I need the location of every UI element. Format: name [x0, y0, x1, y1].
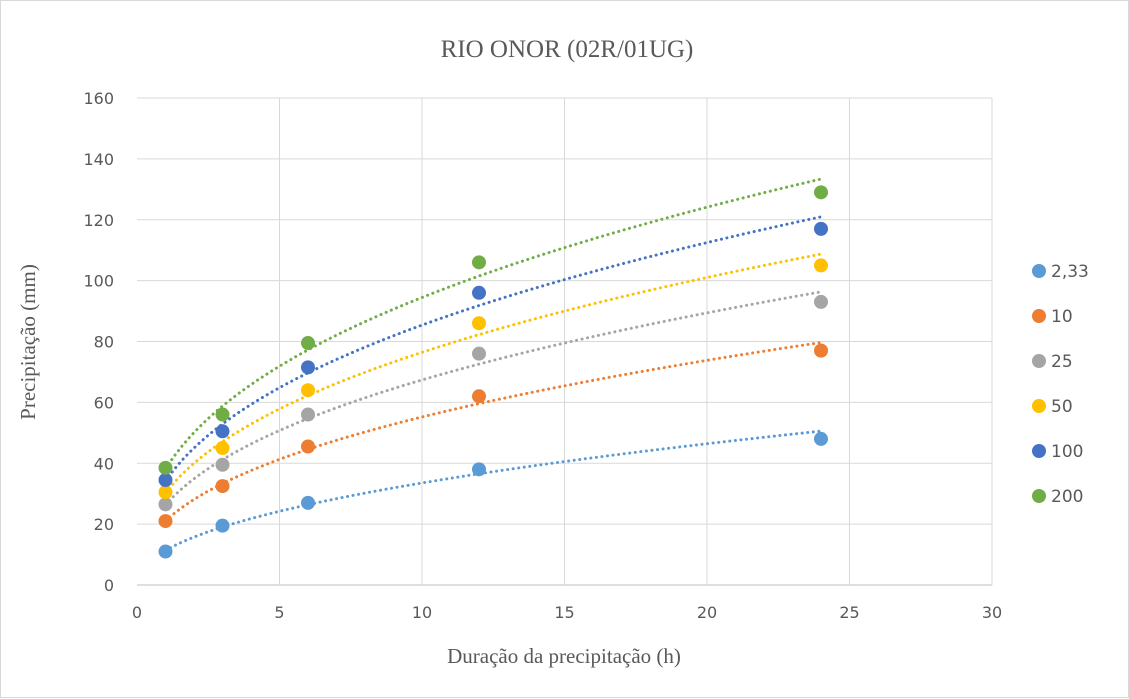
- grid: [137, 97, 993, 586]
- trendline-series-2: [164, 290, 823, 507]
- data-point-series-3: [814, 258, 828, 273]
- data-point-series-2: [215, 457, 230, 472]
- y-tick-label: 160: [83, 89, 114, 108]
- data-point-series-3: [215, 441, 230, 456]
- x-tick-label: 20: [697, 603, 717, 622]
- data-point-series-0: [814, 431, 828, 446]
- data-point-series-1: [301, 439, 315, 454]
- legend-label: 50: [1051, 397, 1073, 417]
- legend-label: 200: [1051, 487, 1083, 507]
- data-point-series-5: [158, 460, 173, 475]
- y-tick-label: 40: [94, 454, 114, 473]
- data-point-series-2: [301, 407, 315, 422]
- chart-title: RIO ONOR (02R/01UG): [441, 36, 694, 63]
- y-axis-title: Precipitação (mm): [16, 264, 40, 420]
- data-point-series-2: [814, 294, 828, 309]
- x-tick-label: 30: [982, 603, 1002, 622]
- x-axis-ticks: 0 5 10 15 20 25 30: [132, 603, 1002, 622]
- trendline-series-4: [164, 215, 823, 483]
- legend-marker: [1032, 264, 1046, 278]
- data-point-series-4: [215, 424, 230, 439]
- x-tick-label: 10: [412, 603, 432, 622]
- y-tick-label: 100: [83, 272, 114, 291]
- y-tick-label: 0: [104, 576, 114, 595]
- y-tick-label: 120: [83, 211, 114, 230]
- legend-label: 100: [1051, 442, 1083, 462]
- data-point-series-3: [301, 383, 315, 398]
- data-point-series-5: [215, 407, 230, 422]
- data-point-series-5: [301, 336, 315, 351]
- trendline-series-1: [164, 340, 823, 523]
- data-point-series-4: [158, 472, 173, 487]
- data-point-series-0: [158, 544, 173, 559]
- trendline-series-3: [164, 252, 823, 495]
- legend-label: 25: [1051, 352, 1073, 372]
- data-point-series-0: [215, 518, 230, 533]
- x-tick-label: 0: [132, 603, 142, 622]
- legend-marker: [1032, 444, 1046, 458]
- x-tick-label: 25: [839, 603, 859, 622]
- legend-marker: [1032, 489, 1046, 503]
- legend-marker: [1032, 309, 1046, 323]
- y-tick-label: 60: [94, 393, 114, 412]
- legend-marker: [1032, 354, 1046, 368]
- trendline-series-0: [164, 429, 823, 552]
- x-axis-title: Duração da precipitação (h): [447, 644, 681, 668]
- data-point-series-4: [472, 285, 486, 300]
- data-point-series-4: [814, 221, 828, 236]
- y-tick-label: 140: [83, 150, 114, 169]
- trendline-series-5: [164, 177, 823, 471]
- data-point-series-1: [158, 514, 173, 529]
- data-point-series-4: [301, 360, 315, 375]
- data-point-series-2: [472, 346, 486, 361]
- data-point-series-1: [814, 343, 828, 358]
- x-tick-label: 15: [554, 603, 574, 622]
- data-point-series-5: [472, 255, 486, 270]
- trendlines: [164, 177, 823, 552]
- data-point-series-1: [215, 479, 230, 494]
- data-points: [158, 185, 828, 559]
- legend-label: 2,33: [1051, 262, 1089, 282]
- x-tick-label: 5: [274, 603, 284, 622]
- data-point-series-3: [158, 485, 173, 500]
- legend-label: 10: [1051, 307, 1073, 327]
- data-point-series-2: [158, 497, 173, 512]
- data-point-series-0: [301, 495, 315, 510]
- data-point-series-1: [472, 389, 486, 404]
- legend-marker: [1032, 399, 1046, 413]
- data-point-series-3: [472, 316, 486, 331]
- y-axis-ticks: 0 20 40 60 80 100 120 140 160: [83, 89, 114, 595]
- legend: 2,33 10 25 50 100 200: [1032, 262, 1089, 507]
- y-tick-label: 80: [94, 333, 114, 352]
- data-point-series-0: [472, 462, 486, 477]
- y-tick-label: 20: [94, 515, 114, 534]
- data-point-series-5: [814, 185, 828, 200]
